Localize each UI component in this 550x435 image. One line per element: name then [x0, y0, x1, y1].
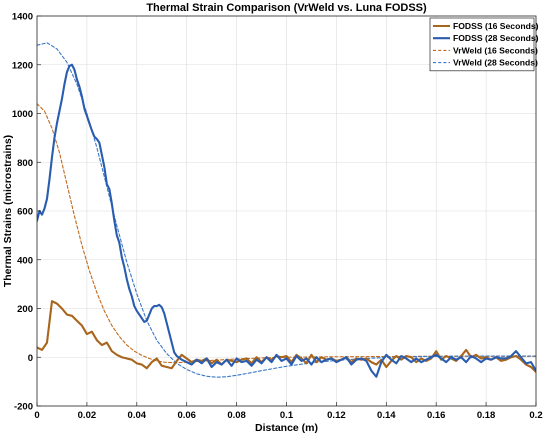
y-tick-label: 800: [17, 158, 33, 169]
y-tick-label: 1000: [12, 109, 33, 120]
legend: FODSS (16 Seconds) FODSS (28 Seconds) VrWe…: [429, 17, 539, 72]
y-tick-label: 0: [28, 353, 33, 364]
legend-label: VrWeld (16 Seconds): [453, 45, 538, 55]
x-tick-label: 0.06: [177, 410, 196, 421]
tick-layer: 0 0.02 0.04 0.06 0.08 0.1 0.12 0.14 0.16 0.18 0.2 -…: [12, 12, 543, 422]
legend-label: FODSS (28 Seconds): [453, 33, 539, 43]
y-tick-label: 600: [17, 207, 33, 218]
series-line-1: [37, 300, 536, 373]
series-line-3: [37, 103, 536, 364]
x-axis-label: Distance (m): [255, 422, 318, 434]
x-tick-label: 0.02: [78, 410, 97, 421]
x-tick-label: 0.14: [377, 410, 396, 421]
chart-title: Thermal Strain Comparison (VrWeld vs. Lu…: [146, 2, 427, 14]
y-tick-label: 400: [17, 255, 33, 266]
x-tick-label: 0.1: [280, 410, 294, 421]
legend-label: VrWeld (28 Seconds): [453, 58, 538, 68]
y-tick-label: 1200: [12, 60, 33, 71]
series-layer: [37, 42, 536, 378]
y-axis-label: Thermal Strains (microstrains): [2, 135, 14, 287]
x-tick-label: 0.08: [227, 410, 246, 421]
legend-label: FODSS (16 Seconds): [453, 21, 539, 31]
x-tick-label: 0.04: [128, 410, 147, 421]
x-tick-label: 0.12: [327, 410, 346, 421]
x-tick-label: 0: [34, 410, 39, 421]
series-line-2: [37, 63, 536, 378]
x-tick-label: 0.18: [477, 410, 496, 421]
y-tick-label: 200: [17, 304, 33, 315]
x-tick-label: 0.2: [529, 410, 542, 421]
y-tick-label: -200: [14, 402, 33, 413]
y-tick-label: 1400: [12, 12, 33, 23]
x-tick-label: 0.16: [427, 410, 446, 421]
